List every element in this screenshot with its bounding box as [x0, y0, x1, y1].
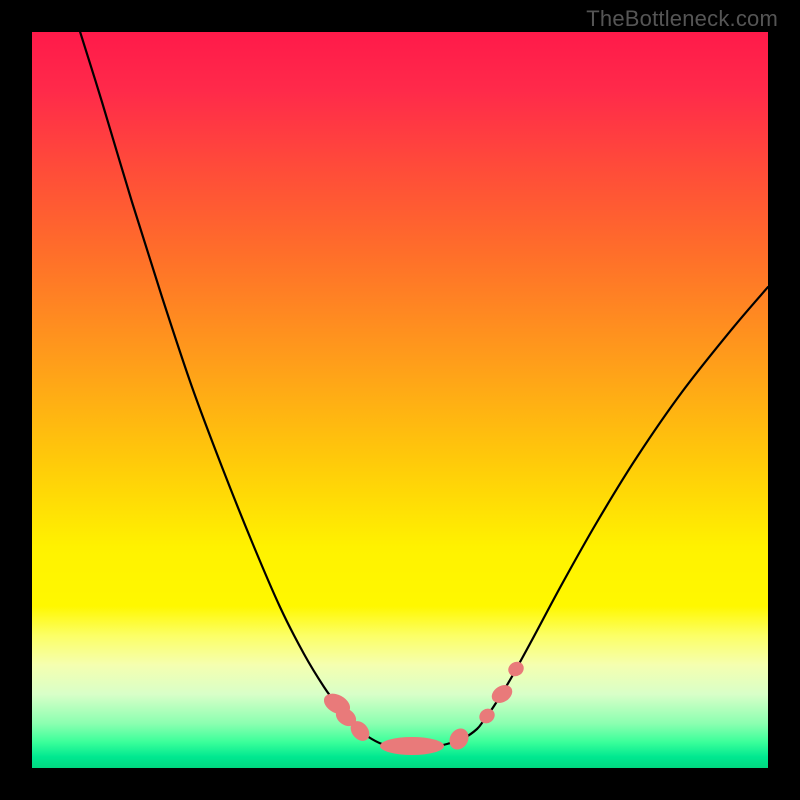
plot-area — [32, 32, 768, 768]
watermark-text: TheBottleneck.com — [586, 6, 778, 32]
curve-marker — [506, 659, 527, 679]
curve-marker — [380, 737, 444, 755]
curve-line — [77, 32, 768, 749]
marker-group — [320, 659, 526, 755]
curve-marker — [446, 725, 473, 753]
curve-marker — [488, 681, 515, 706]
bottleneck-curve — [32, 32, 768, 768]
curve-marker — [476, 706, 497, 727]
